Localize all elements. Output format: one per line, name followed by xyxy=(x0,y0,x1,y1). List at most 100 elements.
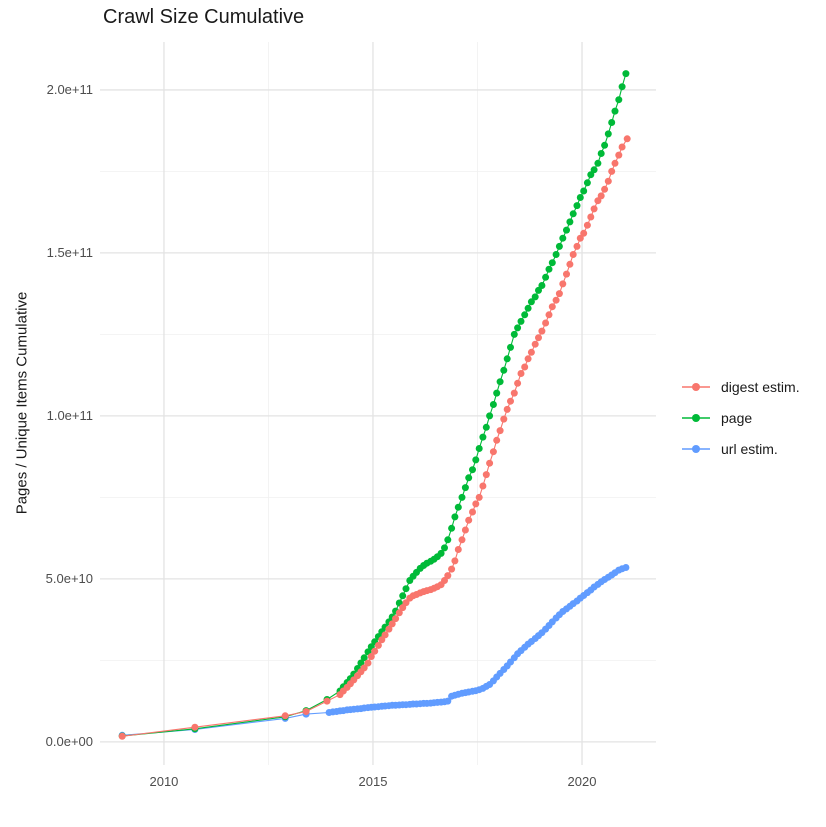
data-point-page xyxy=(531,293,539,301)
data-point-digest-estim xyxy=(510,389,518,397)
data-point-page xyxy=(590,166,598,174)
y-tick-label: 1.0e+11 xyxy=(46,407,93,423)
data-point-page xyxy=(521,311,529,319)
data-point-page xyxy=(604,130,612,138)
legend-point-icon xyxy=(692,445,700,453)
data-point-digest-estim xyxy=(573,242,581,250)
data-point-digest-estim xyxy=(493,436,501,444)
data-point-digest-estim xyxy=(615,151,623,159)
data-point-page xyxy=(503,355,511,363)
legend-key-icon xyxy=(682,445,710,453)
data-point-page xyxy=(583,179,591,187)
data-point-page xyxy=(615,96,623,104)
legend: digest estim. page url estim. xyxy=(681,378,800,458)
series-line-page xyxy=(122,73,627,737)
data-point-page xyxy=(601,141,609,149)
data-point-digest-estim xyxy=(576,234,584,242)
data-point-digest-estim xyxy=(538,327,546,335)
data-point-page xyxy=(563,226,570,234)
data-point-page xyxy=(514,324,522,332)
data-point-page xyxy=(555,242,563,250)
data-point-page xyxy=(444,536,452,544)
data-point-digest-estim xyxy=(563,270,570,278)
data-point-page xyxy=(517,317,525,325)
data-point-digest-estim xyxy=(454,546,462,553)
data-point-digest-estim xyxy=(604,177,612,185)
data-point-digest-estim xyxy=(364,659,372,667)
chart-title: Crawl Size Cumulative xyxy=(103,6,305,28)
data-point-page xyxy=(510,330,518,338)
data-point-digest-estim xyxy=(507,397,514,405)
data-point-digest-estim xyxy=(458,536,466,544)
data-point-digest-estim xyxy=(555,290,563,298)
data-point-page xyxy=(496,378,504,386)
legend-point-icon xyxy=(692,383,700,391)
data-point-page xyxy=(569,210,577,218)
data-point-page xyxy=(535,286,542,294)
data-point-digest-estim xyxy=(451,557,459,565)
legend-label: digest estim. xyxy=(721,379,800,395)
data-point-page xyxy=(618,83,626,91)
y-tick-label: 2.0e+11 xyxy=(46,81,93,97)
data-point-page xyxy=(622,70,630,78)
legend-item-page: page xyxy=(681,409,800,427)
data-point-page xyxy=(507,343,514,351)
data-point-page xyxy=(437,549,445,557)
legend-label: url estim. xyxy=(721,441,778,457)
data-point-page xyxy=(458,493,466,501)
data-point-page xyxy=(538,282,546,289)
legend-item-digest-estim: digest estim. xyxy=(681,378,800,396)
data-point-page xyxy=(493,389,501,397)
legend-key-icon xyxy=(682,414,710,422)
data-point-page xyxy=(542,273,550,281)
legend-item-url-estim: url estim. xyxy=(681,440,800,458)
data-point-digest-estim xyxy=(367,653,375,660)
data-point-digest-estim xyxy=(527,348,535,356)
data-point-digest-estim xyxy=(503,405,511,413)
data-point-digest-estim xyxy=(531,340,539,348)
data-point-digest-estim xyxy=(444,572,452,580)
data-point-digest-estim xyxy=(371,647,379,655)
data-point-digest-estim xyxy=(548,303,556,311)
x-tick-label: 2020 xyxy=(567,774,597,789)
data-point-digest-estim xyxy=(465,516,473,524)
data-point-page xyxy=(486,412,494,420)
data-point-digest-estim xyxy=(500,415,508,423)
data-point-digest-estim xyxy=(302,708,310,715)
data-point-digest-estim xyxy=(475,493,483,501)
data-point-url-estim xyxy=(444,697,452,705)
data-point-url-estim xyxy=(622,564,630,571)
data-point-page xyxy=(527,298,535,306)
data-point-page xyxy=(576,194,584,201)
data-point-digest-estim xyxy=(381,631,389,639)
data-point-digest-estim xyxy=(535,334,542,342)
data-point-digest-estim xyxy=(583,221,591,229)
data-point-page xyxy=(441,544,448,552)
data-point-digest-estim xyxy=(559,280,567,288)
data-point-page xyxy=(611,107,619,115)
data-point-page xyxy=(559,234,567,242)
y-tick-label: 0.0e+00 xyxy=(45,733,93,749)
data-point-digest-estim xyxy=(281,712,289,720)
data-point-page xyxy=(580,187,588,195)
data-point-page xyxy=(479,433,487,441)
data-point-digest-estim xyxy=(374,641,382,649)
data-point-page xyxy=(597,150,605,157)
data-point-digest-estim xyxy=(360,664,368,672)
data-point-digest-estim xyxy=(514,379,522,387)
data-point-digest-estim xyxy=(569,251,577,258)
data-point-digest-estim xyxy=(479,482,487,490)
data-point-digest-estim xyxy=(524,355,532,363)
data-point-digest-estim xyxy=(587,213,595,221)
data-point-digest-estim xyxy=(566,260,574,268)
data-point-page xyxy=(608,119,616,126)
legend-label: page xyxy=(721,410,753,426)
data-point-digest-estim xyxy=(580,229,588,237)
data-point-digest-estim xyxy=(388,620,396,628)
data-point-page xyxy=(357,659,365,667)
data-point-page xyxy=(500,366,508,374)
data-point-page xyxy=(360,654,368,662)
data-point-digest-estim xyxy=(402,599,410,607)
